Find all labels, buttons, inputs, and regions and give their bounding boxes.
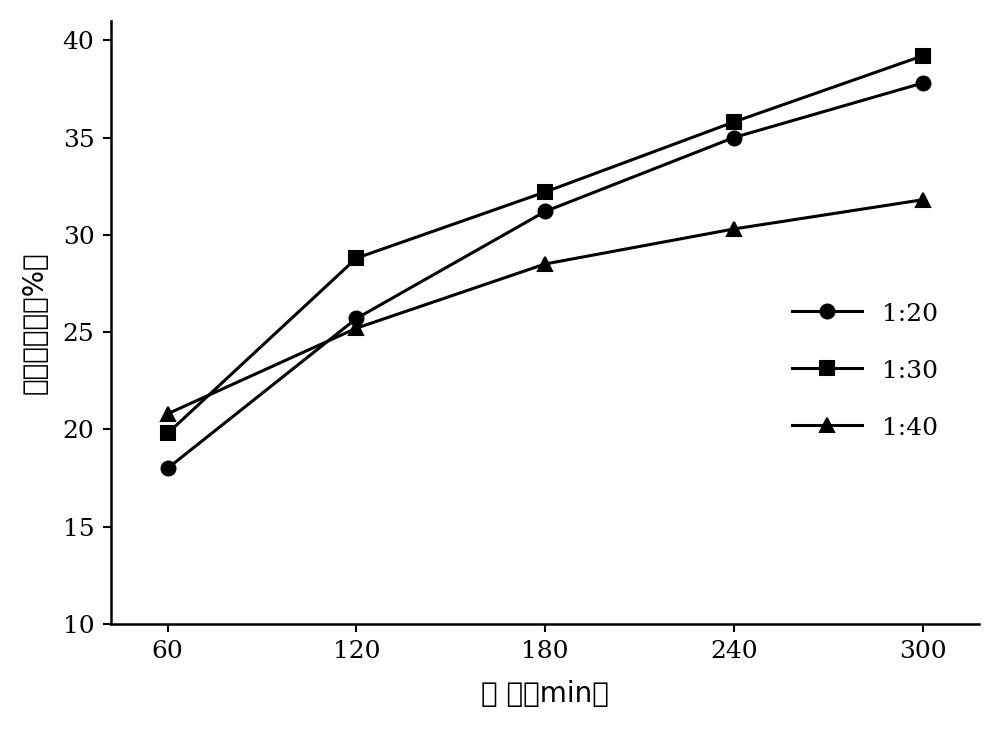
1:40	[162, 410, 174, 418]
1:20	[539, 207, 551, 216]
1:30	[539, 187, 551, 196]
1:40	[350, 324, 362, 332]
Line: 1:30: 1:30	[161, 49, 930, 440]
1:40	[728, 225, 740, 233]
1:20	[162, 464, 174, 472]
1:20	[350, 314, 362, 323]
Y-axis label: 多糖提取率（%）: 多糖提取率（%）	[21, 251, 49, 394]
1:30	[162, 429, 174, 437]
1:20	[917, 79, 929, 87]
Line: 1:40: 1:40	[161, 193, 930, 421]
1:20	[728, 133, 740, 142]
1:30	[728, 117, 740, 126]
1:30	[917, 52, 929, 61]
1:40	[917, 195, 929, 204]
1:40	[539, 260, 551, 268]
Legend: 1:20, 1:30, 1:40: 1:20, 1:30, 1:40	[772, 281, 958, 460]
Line: 1:20: 1:20	[161, 76, 930, 475]
1:30	[350, 254, 362, 262]
X-axis label: 时 间（min）: 时 间（min）	[481, 680, 609, 708]
